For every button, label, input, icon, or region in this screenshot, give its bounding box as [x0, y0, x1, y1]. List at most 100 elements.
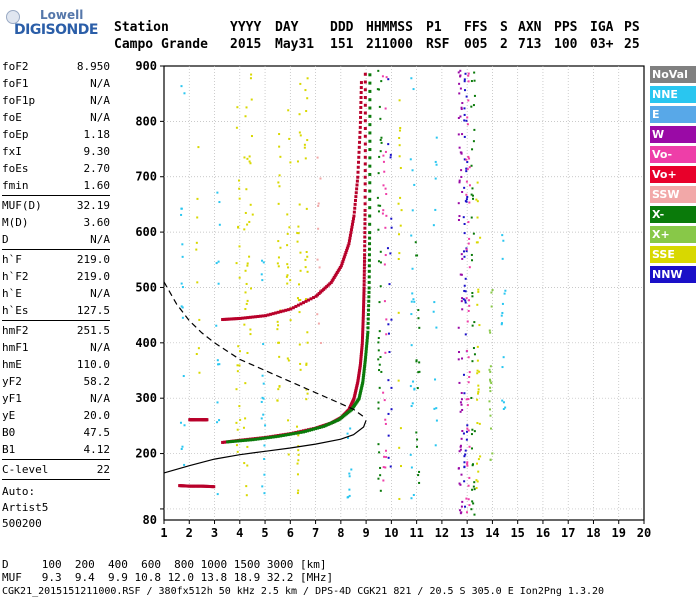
param-value: 4.12	[83, 443, 111, 456]
noise-point	[237, 345, 240, 348]
multihop-trace-point	[269, 312, 273, 316]
multihop-trace-point	[355, 179, 359, 183]
noise-point	[462, 216, 465, 219]
noise-point	[409, 453, 412, 456]
o-trace-F2-point	[363, 231, 367, 235]
noise-point	[468, 237, 471, 240]
o-trace-F2-point	[359, 357, 363, 361]
noise-point	[464, 299, 467, 302]
noise-point	[458, 181, 461, 184]
param-value: N/A	[90, 233, 110, 246]
noise-point	[463, 461, 466, 464]
noise-point	[277, 202, 280, 205]
y-tick-label: 80	[143, 513, 157, 527]
noise-point	[276, 320, 279, 323]
noise-point	[279, 155, 282, 158]
x-trace-F2-point	[367, 258, 371, 262]
noise-point	[384, 150, 387, 153]
param-value: N/A	[90, 341, 110, 354]
param-key: yE	[2, 409, 16, 422]
noise-point	[476, 480, 479, 483]
noise-point	[461, 190, 464, 193]
noise-point	[467, 74, 470, 77]
x-trace-F2-point	[335, 418, 339, 422]
noise-point	[244, 382, 247, 385]
noise-point	[417, 474, 420, 477]
noise-point	[384, 351, 387, 354]
noise-point	[465, 200, 468, 203]
o-trace-F2-point	[361, 322, 365, 326]
noise-point	[390, 408, 393, 411]
noise-point	[379, 474, 382, 477]
noise-point	[286, 213, 289, 216]
noise-point	[466, 168, 469, 171]
noise-point	[382, 154, 385, 157]
noise-point	[277, 265, 280, 268]
o-trace-F2-point	[361, 336, 365, 340]
noise-point	[297, 445, 300, 448]
o-trace-F2-point	[363, 134, 367, 138]
noise-point	[463, 222, 466, 225]
noise-point	[458, 509, 461, 512]
y-tick-label: 800	[135, 114, 157, 128]
noise-point	[242, 426, 245, 429]
x-trace-F2-point	[368, 242, 372, 246]
noise-point	[244, 115, 247, 118]
noise-point	[317, 204, 320, 207]
noise-point	[475, 198, 478, 201]
multihop-trace-point	[294, 304, 298, 308]
param-key: yF2	[2, 375, 22, 388]
noise-point	[387, 434, 390, 437]
noise-point	[383, 170, 386, 173]
x-trace-F2-point	[251, 438, 255, 442]
param-row: hmE 110.0	[2, 356, 110, 373]
x-tick-label: 17	[561, 526, 575, 540]
noise-point	[235, 262, 238, 265]
param-row: fmin 1.60	[2, 177, 110, 194]
noise-point	[195, 248, 198, 251]
noise-point	[467, 80, 470, 83]
y-tick-label: 500	[135, 280, 157, 294]
noise-point	[243, 156, 246, 159]
multihop-trace-point	[335, 270, 339, 274]
noise-point	[244, 211, 247, 214]
noise-point	[459, 401, 462, 404]
header-value-4: 211000	[366, 37, 413, 52]
x-trace-F2-point	[367, 253, 371, 257]
multihop-trace-point	[222, 317, 226, 321]
x-tick-label: 10	[384, 526, 398, 540]
multihop-trace-point	[259, 314, 262, 318]
noise-point	[237, 225, 240, 228]
noise-point	[472, 140, 475, 143]
param-row: yE 20.0	[2, 407, 110, 424]
noise-point	[478, 370, 481, 373]
noise-point	[462, 432, 465, 435]
noise-point	[415, 445, 418, 448]
noise-point	[463, 158, 466, 161]
polarization-legend: NoVal NNE E W Vo- Vo+ SSW X- X+ SSE NNW	[650, 66, 696, 286]
noise-point	[376, 88, 379, 91]
param-value: 110.0	[76, 358, 110, 371]
multihop-trace-point	[291, 306, 295, 310]
noise-point	[457, 71, 460, 74]
noise-point	[472, 197, 475, 200]
noise-point	[463, 135, 466, 138]
x-trace-F2-point	[266, 436, 270, 440]
noise-point	[389, 465, 392, 468]
noise-point	[489, 378, 492, 381]
noise-point	[460, 403, 463, 406]
noise-point	[464, 277, 467, 280]
noise-point	[197, 146, 200, 149]
noise-point	[471, 148, 474, 151]
noise-point	[467, 242, 470, 245]
multihop-trace-point	[359, 105, 363, 109]
param-value: 251.5	[76, 324, 110, 337]
noise-point	[501, 257, 504, 260]
param-key: foE	[2, 111, 22, 124]
x-trace-F2-point	[259, 437, 262, 441]
noise-point	[488, 408, 491, 411]
noise-point	[476, 345, 479, 348]
noise-point	[296, 425, 299, 428]
noise-point	[246, 464, 249, 467]
o-trace-F2-point	[360, 339, 364, 343]
